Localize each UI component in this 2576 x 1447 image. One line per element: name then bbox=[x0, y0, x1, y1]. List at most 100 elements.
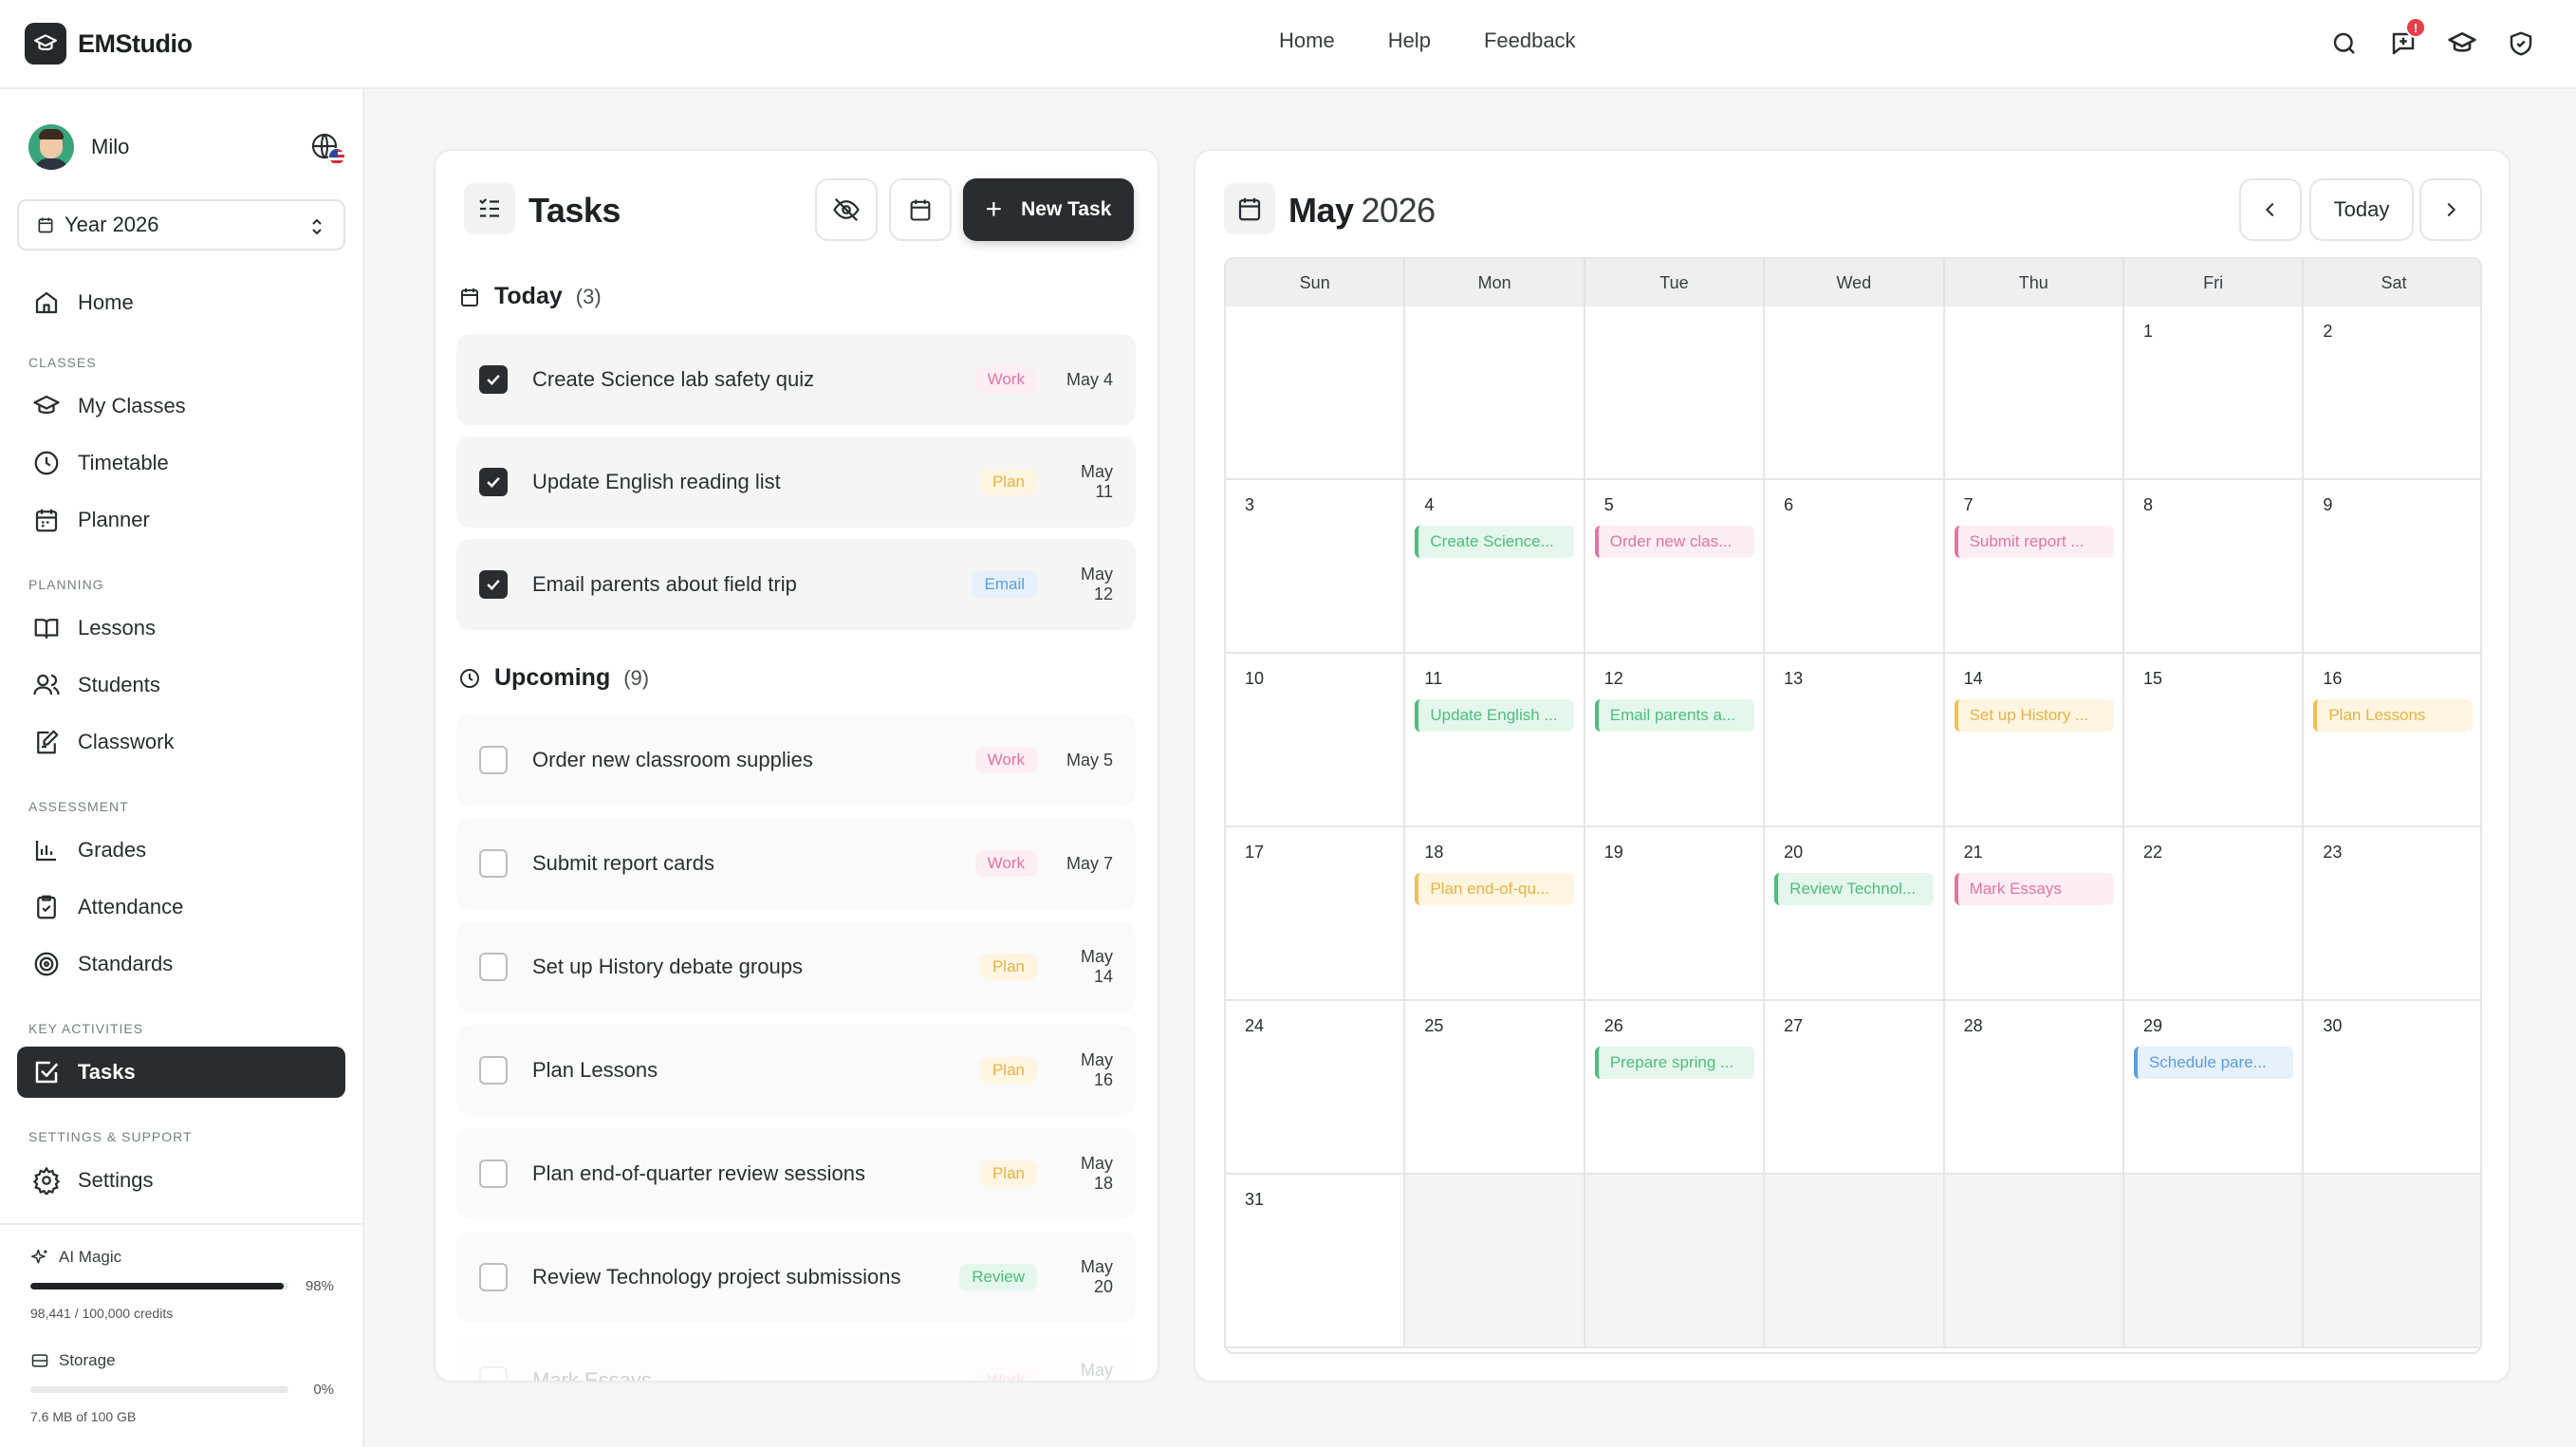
nav-home-link[interactable]: Home bbox=[1279, 28, 1335, 52]
task-checkbox[interactable] bbox=[479, 1159, 508, 1188]
calendar-day-cell[interactable]: 18 Plan end-of-qu... bbox=[1405, 827, 1585, 1001]
sidebar-item-students[interactable]: Students bbox=[17, 659, 345, 711]
task-row[interactable]: Set up History debate groups Plan May 14 bbox=[456, 921, 1136, 1012]
calendar-event[interactable]: Submit report ... bbox=[1954, 526, 2114, 558]
sidebar-item-timetable[interactable]: Timetable bbox=[17, 437, 345, 489]
calendar-day-cell[interactable]: 16 Plan Lessons bbox=[2304, 654, 2480, 827]
calendar-day-cell[interactable]: 22 bbox=[2123, 827, 2305, 1001]
task-checkbox[interactable] bbox=[479, 849, 508, 878]
calendar-day-cell[interactable]: 9 bbox=[2304, 480, 2480, 654]
calendar-day-cell[interactable]: 1 bbox=[2123, 306, 2305, 480]
year-selector[interactable]: Year 2026 bbox=[17, 199, 345, 250]
task-row[interactable]: Review Technology project submissions Rev… bbox=[456, 1232, 1136, 1323]
shield-icon[interactable] bbox=[2504, 27, 2538, 61]
nav-feedback-link[interactable]: Feedback bbox=[1483, 28, 1576, 52]
calendar-day-cell[interactable]: 23 bbox=[2304, 827, 2480, 1001]
calendar-event[interactable]: Prepare spring ... bbox=[1594, 1047, 1754, 1079]
task-row[interactable]: Update English reading list Plan May 11 bbox=[456, 436, 1136, 528]
search-icon[interactable] bbox=[2327, 27, 2362, 61]
calendar-event[interactable]: Mark Essays bbox=[1954, 873, 2114, 905]
task-row[interactable]: Create Science lab safety quiz Work May 4 bbox=[456, 334, 1136, 425]
user-profile[interactable]: Milo bbox=[28, 123, 345, 171]
calendar-day-cell[interactable]: 7 Submit report ... bbox=[1944, 480, 2124, 654]
graduation-cap-icon[interactable] bbox=[2445, 27, 2479, 61]
next-month-button[interactable] bbox=[2419, 178, 2482, 241]
sidebar-item-my-classes[interactable]: My Classes bbox=[17, 380, 345, 432]
calendar-day-cell[interactable]: 14 Set up History ... bbox=[1944, 654, 2124, 827]
task-row[interactable]: Plan end-of-quarter review sessions Plan M… bbox=[456, 1128, 1136, 1219]
logo[interactable]: EMStudio bbox=[25, 23, 193, 65]
calendar-event[interactable]: Schedule pare... bbox=[2133, 1047, 2293, 1079]
calendar-month: May bbox=[1288, 191, 1354, 230]
sidebar-item-classwork[interactable]: Classwork bbox=[17, 716, 345, 768]
calendar-day-cell[interactable]: 27 bbox=[1765, 1001, 1945, 1175]
sidebar-item-home[interactable]: Home bbox=[17, 277, 345, 328]
task-row[interactable]: Email parents about field trip Email May 1… bbox=[456, 539, 1136, 630]
calendar-day-cell[interactable]: 5 Order new clas... bbox=[1585, 480, 1766, 654]
nav-help-link[interactable]: Help bbox=[1387, 28, 1431, 52]
calendar-day-cell[interactable]: 11 Update English ... bbox=[1405, 654, 1585, 827]
task-checkbox[interactable] bbox=[479, 953, 508, 981]
sidebar-item-tasks[interactable]: Tasks bbox=[17, 1047, 345, 1098]
task-checkbox[interactable] bbox=[479, 365, 508, 394]
task-row[interactable]: Order new classroom supplies Work May 5 bbox=[456, 714, 1136, 806]
calendar-day-cell[interactable]: 26 Prepare spring ... bbox=[1585, 1001, 1766, 1175]
task-row[interactable]: Submit report cards Work May 7 bbox=[456, 818, 1136, 909]
globe-language-icon[interactable] bbox=[309, 131, 345, 165]
sidebar-item-grades[interactable]: Grades bbox=[17, 825, 345, 876]
sidebar-item-planner[interactable]: Planner bbox=[17, 494, 345, 546]
calendar-day-cell[interactable]: 13 bbox=[1765, 654, 1945, 827]
calendar-event[interactable]: Set up History ... bbox=[1954, 699, 2114, 732]
calendar-year: 2026 bbox=[1361, 191, 1436, 230]
calendar-event[interactable]: Plan Lessons bbox=[2313, 699, 2474, 732]
calendar-day-cell[interactable]: 3 bbox=[1226, 480, 1406, 654]
calendar-day-cell[interactable]: 24 bbox=[1226, 1001, 1406, 1175]
calendar-event[interactable]: Plan end-of-qu... bbox=[1415, 873, 1575, 905]
task-checkbox[interactable] bbox=[479, 1056, 508, 1085]
calendar-day-cell[interactable]: 19 bbox=[1585, 827, 1766, 1001]
calendar-day-cell[interactable]: 10 bbox=[1226, 654, 1406, 827]
calendar-view-button[interactable] bbox=[889, 178, 952, 241]
calendar-day-cell[interactable]: 17 bbox=[1226, 827, 1406, 1001]
weekday-label: Sat bbox=[2381, 272, 2407, 292]
calendar-event[interactable]: Order new clas... bbox=[1594, 526, 1754, 558]
calendar-day-cell[interactable]: 25 bbox=[1405, 1001, 1585, 1175]
calendar-day-cell bbox=[1226, 306, 1406, 480]
task-date: May 16 bbox=[1080, 1050, 1113, 1089]
sidebar-item-attendance[interactable]: Attendance bbox=[17, 881, 345, 933]
sidebar-item-settings[interactable]: Settings bbox=[17, 1155, 345, 1206]
calendar-day-cell[interactable]: 8 bbox=[2123, 480, 2305, 654]
new-task-button[interactable]: + New Task bbox=[963, 178, 1134, 241]
check-icon bbox=[487, 579, 500, 590]
year-selector-value: Year 2026 bbox=[65, 213, 159, 236]
calendar-day-cell[interactable]: 15 bbox=[2123, 654, 2305, 827]
calendar-day-cell[interactable]: 2 bbox=[2304, 306, 2480, 480]
calendar-day-cell[interactable]: 6 bbox=[1765, 480, 1945, 654]
task-title: Email parents about field trip bbox=[532, 572, 797, 596]
task-row[interactable]: Mark Essays Work May 21 bbox=[456, 1335, 1136, 1381]
calendar-day-cell[interactable]: 20 Review Technol... bbox=[1765, 827, 1945, 1001]
hide-completed-button[interactable] bbox=[815, 178, 878, 241]
calendar-day-cell[interactable]: 21 Mark Essays bbox=[1944, 827, 2124, 1001]
calendar-day-cell[interactable]: 30 bbox=[2304, 1001, 2480, 1175]
task-checkbox[interactable] bbox=[479, 1263, 508, 1291]
sidebar-item-standards[interactable]: Standards bbox=[17, 938, 345, 990]
task-checkbox[interactable] bbox=[479, 746, 508, 774]
calendar-day-cell[interactable]: 28 bbox=[1944, 1001, 2124, 1175]
task-checkbox[interactable] bbox=[479, 1366, 508, 1381]
sidebar-item-lessons[interactable]: Lessons bbox=[17, 603, 345, 654]
calendar-day-cell[interactable]: 4 Create Science... bbox=[1405, 480, 1585, 654]
calendar-event[interactable]: Email parents a... bbox=[1594, 699, 1754, 732]
today-button[interactable]: Today bbox=[2309, 178, 2414, 241]
calendar-event[interactable]: Review Technol... bbox=[1774, 873, 1935, 905]
task-checkbox[interactable] bbox=[479, 468, 508, 496]
calendar-day-cell[interactable]: 29 Schedule pare... bbox=[2123, 1001, 2305, 1175]
calendar-event[interactable]: Create Science... bbox=[1415, 526, 1575, 558]
calendar-day-cell[interactable]: 31 bbox=[1226, 1175, 1406, 1348]
task-row[interactable]: Plan Lessons Plan May 16 bbox=[456, 1025, 1136, 1116]
calendar-event[interactable]: Update English ... bbox=[1415, 699, 1575, 732]
chat-plus-icon[interactable]: ! bbox=[2386, 17, 2426, 61]
task-checkbox[interactable] bbox=[479, 570, 508, 599]
calendar-day-cell[interactable]: 12 Email parents a... bbox=[1585, 654, 1766, 827]
prev-month-button[interactable] bbox=[2239, 178, 2302, 241]
